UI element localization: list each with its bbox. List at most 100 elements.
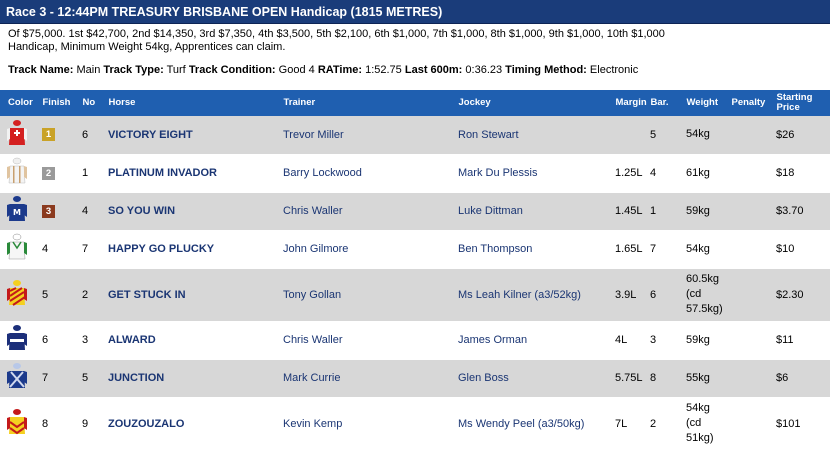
jockey-link[interactable]: Ms Leah Kilner (a3/52kg): [458, 288, 581, 301]
finish-cell: 5: [42, 288, 49, 301]
weight-claim-line1: (cd: [686, 288, 702, 300]
weight-cell: 61kg: [686, 166, 710, 179]
margin-cell: 5.75L: [615, 372, 643, 384]
starting-price-cell: $6: [776, 372, 789, 384]
finish-badge: 3: [42, 204, 55, 218]
silks-cell: [0, 321, 34, 359]
race-title: Race 3 - 12:44PM TREASURY BRISBANE OPEN …: [0, 0, 830, 24]
penalty-cell: [723, 230, 768, 268]
col-header-color: Color: [0, 90, 35, 116]
horse-link[interactable]: VICTORY EIGHT: [108, 128, 193, 141]
horse-link[interactable]: JUNCTION: [108, 372, 165, 384]
jockey-link[interactable]: James Orman: [458, 334, 528, 346]
number-cell: 1: [82, 167, 89, 179]
col-header-penalty: Penalty: [723, 90, 769, 116]
trainer-link[interactable]: Chris Waller: [283, 205, 343, 217]
last600-value: 0:36.23: [465, 64, 503, 76]
horse-link[interactable]: HAPPY GO PLUCKY: [108, 243, 215, 255]
barrier-cell: 4: [650, 167, 657, 179]
table-row: 7 5 JUNCTION Mark Currie Glen Boss 5.75L…: [0, 359, 830, 397]
col-header-weight: Weight: [678, 90, 724, 116]
trainer-link[interactable]: Mark Currie: [283, 372, 341, 384]
jockey-silks-icon: [7, 408, 27, 434]
trainer-link[interactable]: Kevin Kemp: [283, 417, 343, 430]
table-row: 5 2 GET STUCK IN Tony Gollan Ms Leah Kil…: [0, 268, 830, 321]
jockey-silks-icon: [7, 157, 27, 184]
margin-cell: 1.25L: [615, 167, 643, 179]
ratime-value: 1:52.75: [365, 64, 402, 76]
finish-cell: 1: [34, 116, 74, 154]
trainer-link[interactable]: Barry Lockwood: [283, 167, 362, 179]
starting-price-cell: $10: [776, 243, 795, 255]
trainer-link[interactable]: John Gilmore: [283, 243, 349, 255]
number-cell: 3: [82, 334, 89, 346]
number-cell: 2: [82, 288, 89, 301]
penalty-cell: [723, 192, 768, 230]
finish-cell: 4: [42, 243, 49, 255]
finish-cell: 6: [42, 334, 49, 346]
col-header-jockey: Jockey: [450, 90, 608, 116]
silks-cell: [0, 154, 34, 192]
track-condition-label: Track Condition:: [188, 64, 276, 76]
penalty-cell: [723, 397, 768, 450]
last600-label: Last 600m:: [404, 64, 463, 76]
table-row: 1 6 VICTORY EIGHT Trevor Miller Ron Stew…: [0, 116, 830, 154]
jockey-link[interactable]: Mark Du Plessis: [458, 167, 538, 179]
horse-link[interactable]: ALWARD: [108, 334, 156, 346]
track-name-value: Main: [76, 64, 101, 76]
table-row: 6 3 ALWARD Chris Waller James Orman 4L 3…: [0, 321, 830, 359]
finish-badge: 1: [42, 128, 55, 142]
silks-cell: [0, 359, 34, 397]
penalty-cell: [723, 321, 768, 359]
silks-cell: [0, 116, 34, 154]
barrier-cell: 1: [650, 205, 657, 217]
margin-cell: [607, 116, 642, 154]
table-row: 4 7 HAPPY GO PLUCKY John Gilmore Ben Tho…: [0, 230, 830, 268]
starting-price-cell: $3.70: [776, 205, 804, 217]
weight-cell: 55kg: [686, 371, 710, 384]
weight-claim-line2: 57.5kg): [686, 303, 723, 315]
table-row: M 3 4 SO YOU WIN Chris Waller Luke Dittm…: [0, 192, 830, 230]
horse-link[interactable]: GET STUCK IN: [108, 288, 186, 301]
jockey-silks-icon: [7, 279, 27, 306]
weight-value: 54kg: [686, 402, 710, 414]
barrier-cell: 7: [650, 243, 657, 255]
trainer-link[interactable]: Trevor Miller: [283, 128, 344, 141]
table-row: 8 9 ZOUZOUZALO Kevin Kemp Ms Wendy Peel …: [0, 397, 830, 450]
weight-claim-line1: (cd: [686, 417, 702, 429]
trainer-link[interactable]: Chris Waller: [283, 334, 343, 346]
barrier-cell: 5: [650, 128, 657, 141]
margin-cell: 4L: [615, 334, 628, 346]
table-row: 2 1 PLATINUM INVADOR Barry Lockwood Mark…: [0, 154, 830, 192]
horse-link[interactable]: PLATINUM INVADOR: [108, 167, 217, 179]
jockey-link[interactable]: Glen Boss: [458, 372, 509, 384]
starting-price-cell: $11: [776, 334, 794, 346]
col-header-finish: Finish: [34, 90, 75, 116]
jockey-link[interactable]: Luke Dittman: [458, 205, 523, 217]
jockey-link[interactable]: Ben Thompson: [458, 243, 533, 255]
starting-price-cell: $101: [776, 417, 801, 430]
weight-cell: 60.5kg (cd 57.5kg): [678, 268, 723, 321]
number-cell: 5: [82, 372, 89, 384]
prize-money-text: Of $75,000. 1st $42,700, 2nd $14,350, 3r…: [8, 28, 665, 53]
jockey-link[interactable]: Ms Wendy Peel (a3/50kg): [458, 417, 585, 430]
trainer-link[interactable]: Tony Gollan: [283, 288, 342, 301]
weight-cell: 59kg: [686, 333, 710, 346]
weight-claim-line2: 51kg): [686, 432, 714, 444]
horse-link[interactable]: ZOUZOUZALO: [108, 417, 185, 430]
margin-cell: 1.65L: [615, 243, 643, 255]
starting-price-cell: $2.30: [776, 288, 804, 301]
track-info: Track Name: Main Track Type: Turf Track …: [8, 64, 638, 77]
col-header-starting-price: Starting Price: [768, 90, 830, 116]
horse-link[interactable]: SO YOU WIN: [108, 205, 176, 217]
margin-cell: 1.45L: [615, 205, 643, 217]
barrier-cell: 8: [650, 372, 657, 384]
col-header-trainer: Trainer: [275, 90, 451, 116]
finish-cell: 7: [42, 372, 49, 384]
finish-badge: 2: [42, 166, 55, 180]
table-header-row: Color Finish No Horse Trainer Jockey Mar…: [0, 90, 830, 116]
barrier-cell: 3: [650, 334, 657, 346]
jockey-link[interactable]: Ron Stewart: [458, 128, 519, 141]
weight-value: 60.5kg: [686, 273, 720, 285]
jockey-silks-icon: [7, 363, 27, 388]
